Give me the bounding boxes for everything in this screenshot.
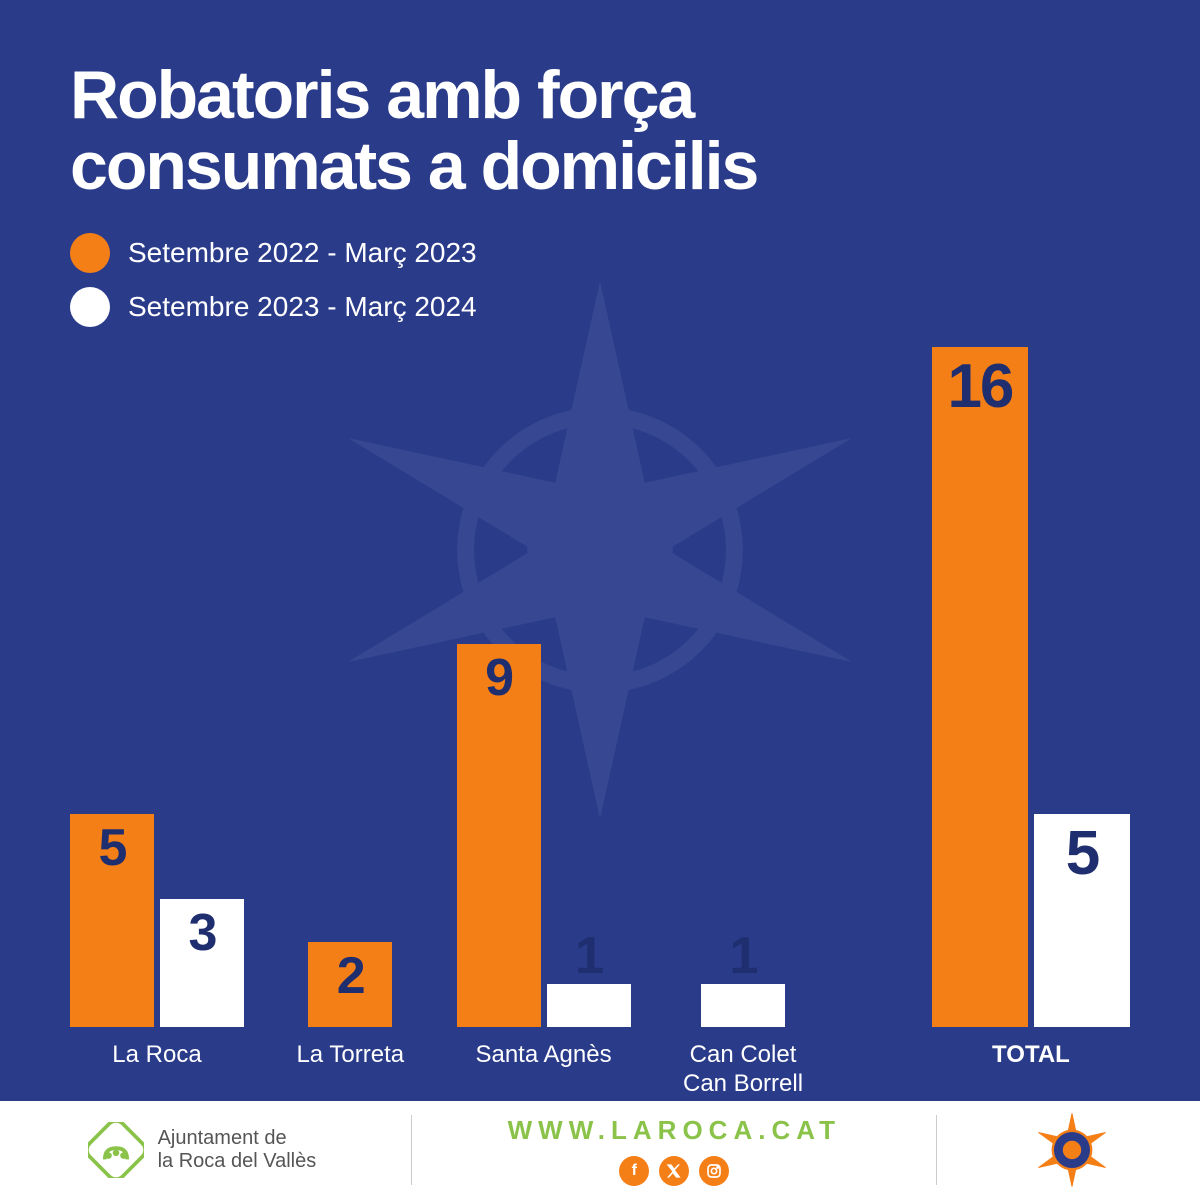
legend-label: Setembre 2022 - Març 2023 <box>128 237 477 269</box>
bar: 5 <box>70 814 154 1027</box>
bar-value: 5 <box>99 818 126 878</box>
legend-label: Setembre 2023 - Març 2024 <box>128 291 477 323</box>
bar-value: 16 <box>947 351 1012 422</box>
social-icons: f <box>619 1156 729 1186</box>
org-text: Ajuntament de la Roca del Vallès <box>158 1127 317 1173</box>
bar-group: 16 5 TOTAL <box>932 347 1130 1101</box>
footer-separator <box>411 1115 412 1185</box>
bar-group: 1 Can ColetCan Borrell <box>683 984 803 1101</box>
bar-value: 2 <box>337 946 364 1006</box>
footer: Ajuntament de la Roca del Vallès WWW.LAR… <box>0 1101 1200 1200</box>
bar: 2 <box>308 942 392 1027</box>
org-line-2: la Roca del Vallès <box>158 1150 317 1173</box>
bar-group: 91Santa Agnès <box>457 644 631 1101</box>
footer-center: WWW.LAROCA.CAT f <box>508 1115 841 1186</box>
group-label: La Roca <box>112 1041 201 1101</box>
title-line-1: Robatoris amb força <box>70 57 693 133</box>
bar-pair: 16 5 <box>932 347 1130 1027</box>
bar-value: 9 <box>485 648 512 708</box>
group-label: La Torreta <box>296 1041 404 1101</box>
bar-chart: 53La Roca2La Torreta91Santa Agnès1Can Co… <box>70 347 1130 1101</box>
bar: 5 <box>1034 814 1130 1027</box>
group-label: Can ColetCan Borrell <box>683 1041 803 1101</box>
group-label: TOTAL <box>992 1041 1070 1101</box>
bar: 9 <box>457 644 541 1027</box>
legend: Setembre 2022 - Març 2023 Setembre 2023 -… <box>70 233 1130 327</box>
main-panel: Robatoris amb força consumats a domicili… <box>0 0 1200 1101</box>
bar: 1 <box>701 984 785 1027</box>
bar: 16 <box>932 347 1028 1027</box>
legend-row: Setembre 2023 - Març 2024 <box>70 287 1130 327</box>
footer-separator <box>936 1115 937 1185</box>
municipality-logo-icon <box>88 1122 144 1178</box>
x-icon <box>659 1156 689 1186</box>
f-icon: f <box>619 1156 649 1186</box>
page-title: Robatoris amb força consumats a domicili… <box>70 60 1130 203</box>
bar-pair: 91 <box>457 644 631 1027</box>
bar-pair: 53 <box>70 814 244 1027</box>
bar-pair: 1 <box>701 984 785 1027</box>
bar-group: 53La Roca <box>70 814 244 1101</box>
bar-pair: 2 <box>308 942 392 1027</box>
bar-value: 1 <box>730 926 757 986</box>
org-line-1: Ajuntament de <box>158 1127 317 1150</box>
ig-icon <box>699 1156 729 1186</box>
police-badge-icon <box>1032 1110 1112 1190</box>
group-label: Santa Agnès <box>475 1041 611 1101</box>
bar: 1 <box>547 984 631 1027</box>
bar-value: 3 <box>189 903 216 963</box>
bar: 3 <box>160 899 244 1027</box>
legend-row: Setembre 2022 - Març 2023 <box>70 233 1130 273</box>
website-url: WWW.LAROCA.CAT <box>508 1115 841 1146</box>
title-line-2: consumats a domicilis <box>70 128 757 204</box>
footer-org: Ajuntament de la Roca del Vallès <box>88 1122 317 1178</box>
bar-value: 1 <box>575 926 602 986</box>
bar-group: 2 La Torreta <box>296 942 404 1101</box>
infographic-canvas: Robatoris amb força consumats a domicili… <box>0 0 1200 1200</box>
legend-swatch <box>70 287 110 327</box>
bar-value: 5 <box>1066 818 1098 889</box>
legend-swatch <box>70 233 110 273</box>
